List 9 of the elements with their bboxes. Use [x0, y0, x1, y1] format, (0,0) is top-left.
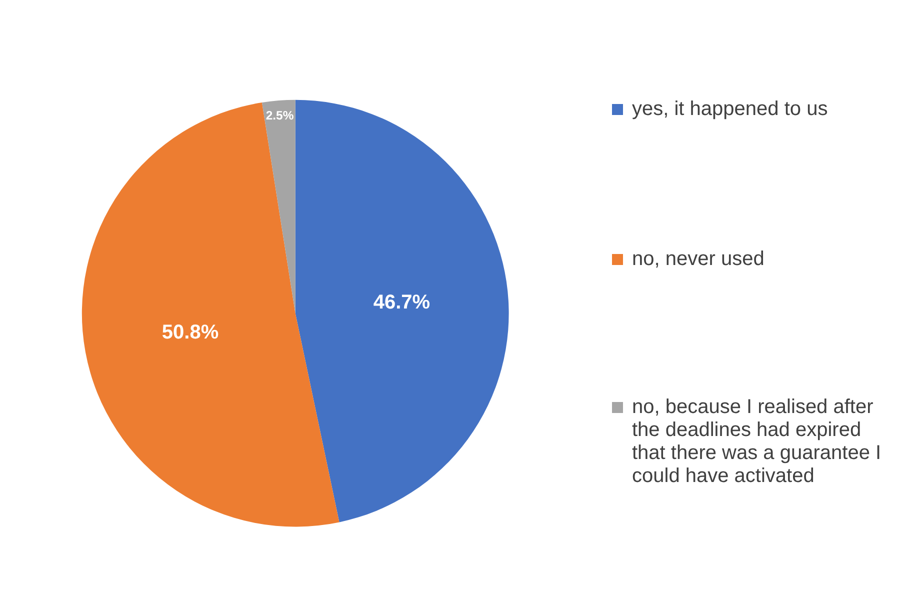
pie-slice [295, 100, 509, 522]
data-label: 2.5% [266, 108, 294, 123]
pie-slice [82, 102, 340, 527]
legend-label: yes, it happened to us [632, 98, 828, 121]
legend-label: no, because I realised after the deadlines had expired that there was a guarantee I could have activated [632, 396, 882, 488]
pie-slice [262, 100, 296, 314]
legend-label: no, never used [632, 248, 764, 271]
data-label: 50.8% [162, 322, 219, 344]
data-label: 46.7% [373, 291, 430, 314]
